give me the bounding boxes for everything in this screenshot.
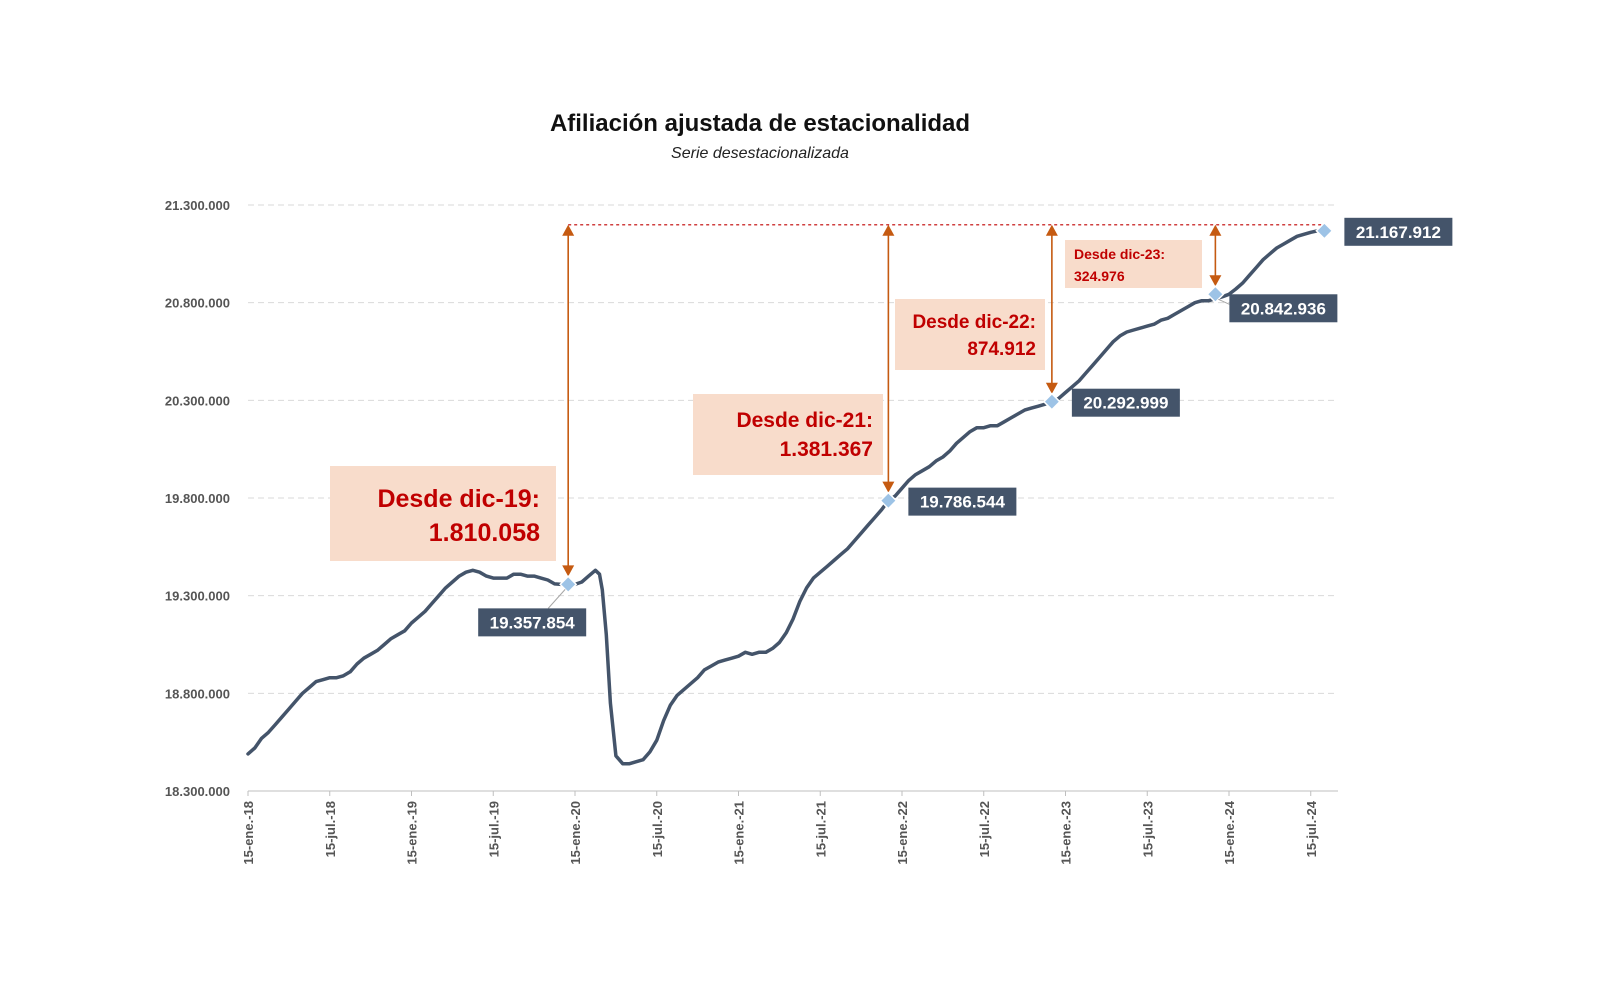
value-label-box bbox=[908, 487, 1017, 516]
x-tick-label: 15-jul.-23 bbox=[1140, 801, 1155, 857]
annotation-value: 874.912 bbox=[967, 339, 1036, 360]
arrow-head bbox=[1209, 224, 1222, 236]
x-tick-label: 15-jul.-18 bbox=[323, 801, 338, 857]
highlight-marker bbox=[879, 491, 898, 510]
arrow-head bbox=[562, 224, 575, 236]
y-tick-label: 18.800.000 bbox=[165, 686, 230, 701]
value-label-box bbox=[1229, 294, 1338, 323]
x-tick-label: 15-jul.-20 bbox=[650, 801, 665, 857]
annotation-title: Desde dic-19: bbox=[377, 485, 540, 513]
y-axis-ticks: 18.300.000 18.800.000 19.300.000 19.800.000… bbox=[165, 198, 230, 799]
annotation-box bbox=[1065, 240, 1202, 288]
x-tick-label: 15-ene.-18 bbox=[241, 801, 256, 865]
arrow-head bbox=[882, 224, 895, 236]
annotation-title: Desde dic-21: bbox=[736, 409, 873, 432]
x-tick-label: 15-jul.-19 bbox=[486, 801, 501, 857]
arrow-head bbox=[1209, 275, 1222, 287]
x-tick-label: 15-jul.-24 bbox=[1304, 800, 1319, 857]
difference-arrows bbox=[562, 224, 1222, 577]
annotation-value: 324.976 bbox=[1074, 268, 1125, 284]
arrow-head bbox=[1045, 382, 1058, 394]
label-leader bbox=[547, 589, 566, 609]
annotation-title: Desde dic-23: bbox=[1074, 246, 1165, 262]
arrow-head bbox=[882, 481, 895, 493]
arrow-head bbox=[1045, 224, 1058, 236]
arrow-head bbox=[562, 565, 575, 577]
value-label: 19.357.854 bbox=[490, 613, 576, 632]
x-tick-label: 15-ene.-23 bbox=[1059, 801, 1074, 865]
x-tick-label: 15-ene.-21 bbox=[732, 801, 747, 865]
x-tick-label: 15-jul.-22 bbox=[977, 801, 992, 857]
highlight-marker bbox=[1042, 392, 1061, 411]
chart-title: Afiliación ajustada de estacionalidad bbox=[550, 110, 970, 137]
annotation-title: Desde dic-22: bbox=[912, 312, 1036, 333]
value-label-box bbox=[478, 608, 587, 637]
y-tick-label: 19.800.000 bbox=[165, 491, 230, 506]
y-tick-label: 19.300.000 bbox=[165, 589, 230, 604]
value-label-box bbox=[1071, 388, 1180, 417]
label-leader bbox=[1218, 298, 1230, 305]
x-axis-ticks: 15-ene.-18 15-jul.-18 15-ene.-19 15-jul.-19… bbox=[241, 791, 1319, 865]
annotation-box bbox=[693, 394, 883, 475]
annotation-value: 1.810.058 bbox=[429, 519, 540, 547]
highlight-markers bbox=[559, 221, 1334, 594]
x-tick-label: 15-ene.-24 bbox=[1222, 800, 1237, 864]
y-tick-label: 20.300.000 bbox=[165, 393, 230, 408]
value-label: 19.786.544 bbox=[920, 493, 1006, 512]
annotations: Desde dic-19: 1.810.058 Desde dic-21: 1.381… bbox=[330, 240, 1202, 561]
value-labels: 19.357.854 19.786.544 20.292.999 20.842.936… bbox=[478, 217, 1453, 637]
x-tick-label: 15-ene.-20 bbox=[568, 801, 583, 865]
chart-subtitle: Serie desestacionalizada bbox=[671, 145, 849, 162]
value-label: 21.167.912 bbox=[1356, 223, 1441, 242]
series bbox=[246, 229, 1320, 766]
series-line bbox=[246, 229, 1320, 766]
x-tick-label: 15-jul.-21 bbox=[813, 801, 828, 857]
x-tick-label: 15-ene.-22 bbox=[895, 801, 910, 865]
highlight-marker bbox=[1315, 221, 1334, 240]
value-label-box bbox=[1344, 217, 1453, 246]
y-tick-label: 21.300.000 bbox=[165, 198, 230, 213]
value-label: 20.842.936 bbox=[1241, 299, 1326, 318]
highlight-marker bbox=[559, 575, 578, 594]
highlight-marker bbox=[1206, 285, 1225, 304]
annotation-value: 1.381.367 bbox=[780, 438, 873, 461]
annotation-box bbox=[330, 466, 556, 561]
annotation-box bbox=[895, 299, 1045, 370]
value-label: 20.292.999 bbox=[1083, 394, 1168, 413]
y-tick-label: 20.800.000 bbox=[165, 296, 230, 311]
x-tick-label: 15-ene.-19 bbox=[405, 801, 420, 865]
y-tick-label: 18.300.000 bbox=[165, 784, 230, 799]
